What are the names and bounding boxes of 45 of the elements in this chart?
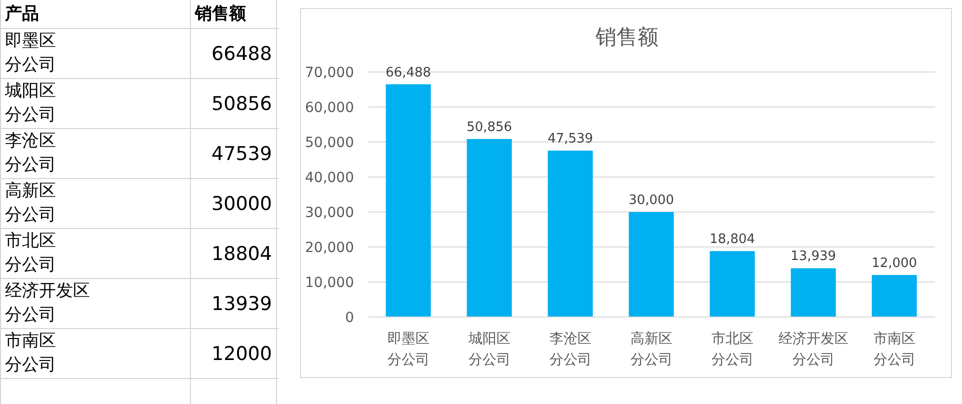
data-label: 50856	[212, 92, 272, 114]
data-label: 13,939	[790, 249, 836, 264]
bar	[790, 268, 836, 317]
x-tick-label: 李沧区分公司	[550, 331, 592, 368]
data-label: 66488	[212, 42, 272, 64]
data-label: 13939	[212, 292, 272, 314]
category-label: 经济开发区分公司	[5, 281, 90, 325]
data-label: 12000	[212, 342, 272, 364]
category-label: 高新区分公司	[5, 181, 56, 225]
y-tick-label: 70,000	[305, 64, 354, 81]
bar	[386, 84, 431, 317]
y-tick-label: 20,000	[305, 240, 354, 256]
y-tick-label: 10,000	[305, 274, 354, 291]
data-label: 47539	[212, 142, 272, 164]
category-label: 城阳区分公司	[5, 81, 56, 125]
data-label: 18,804	[710, 232, 756, 248]
data-label: 18804	[212, 242, 272, 264]
category-label: 即墨区分公司	[5, 31, 56, 75]
bar	[872, 275, 917, 317]
text: 产品	[5, 4, 39, 24]
x-tick-label: 城阳区分公司	[468, 331, 510, 368]
bar	[628, 212, 674, 317]
bar	[466, 139, 512, 317]
category-label: 市北区分公司	[5, 231, 56, 275]
bar	[548, 150, 593, 317]
data-label: 30,000	[628, 193, 674, 208]
data-label: 30000	[212, 192, 272, 214]
data-label: 66,488	[386, 65, 432, 80]
y-tick-label: 50,000	[305, 134, 354, 151]
category-label: 李沧区分公司	[5, 131, 56, 175]
x-tick-label: 经济开发区分公司	[778, 331, 848, 368]
x-tick-label: 市南区分公司	[874, 331, 916, 368]
data-label: 50,856	[466, 120, 512, 136]
chart-title: 销售额	[594, 24, 660, 51]
data-label: 47,539	[548, 132, 594, 147]
x-tick-label: 即墨区分公司	[388, 331, 430, 368]
bar	[710, 251, 755, 317]
y-tick-label: 30,000	[305, 204, 354, 221]
y-tick-label: 60,000	[305, 100, 354, 116]
data-label: 12,000	[872, 256, 918, 271]
x-tick-label: 高新区分公司	[630, 331, 672, 368]
y-tick-label: 40,000	[305, 170, 354, 186]
text: 销售额	[195, 4, 246, 24]
x-tick-label: 市北区分公司	[712, 331, 754, 368]
y-tick-label: 0	[345, 310, 354, 326]
